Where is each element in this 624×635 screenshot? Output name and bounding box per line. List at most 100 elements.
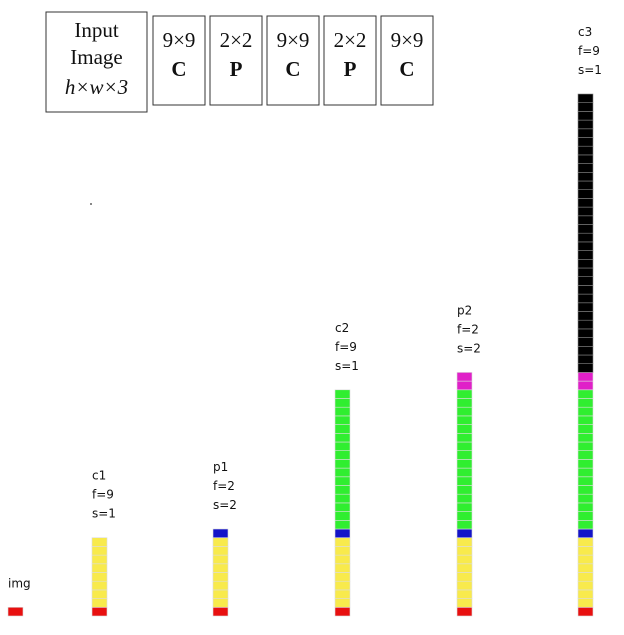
cell — [91, 563, 108, 573]
cell — [577, 328, 594, 338]
cell — [577, 250, 594, 260]
cell — [456, 598, 473, 608]
layer-box — [45, 11, 148, 113]
cell — [212, 546, 229, 556]
layer-box — [323, 15, 377, 106]
cell — [334, 432, 351, 443]
cell — [577, 354, 594, 364]
cell — [334, 598, 351, 608]
cell — [456, 502, 473, 512]
cell — [334, 467, 351, 478]
box-label: h×w×3 — [65, 75, 128, 99]
cell — [456, 476, 473, 486]
cell — [456, 459, 473, 469]
cell — [334, 511, 351, 521]
cell — [577, 372, 594, 382]
cell — [577, 293, 594, 304]
cell — [456, 511, 473, 521]
cell — [577, 467, 594, 478]
cell — [91, 598, 108, 608]
cell — [456, 450, 473, 460]
cell — [577, 598, 594, 608]
cell — [212, 528, 229, 538]
cell — [212, 563, 229, 573]
column-label: f=9 — [578, 44, 600, 58]
cell — [334, 528, 351, 538]
cell — [334, 424, 351, 434]
cell — [212, 589, 229, 599]
cell — [577, 528, 594, 538]
layer-box — [209, 15, 263, 106]
column-label: f=9 — [92, 488, 114, 502]
column-label: s=1 — [335, 359, 359, 373]
cell — [334, 450, 351, 460]
cell — [91, 572, 108, 582]
cell — [334, 459, 351, 469]
cell — [577, 180, 594, 190]
cell — [577, 224, 594, 234]
cell — [577, 215, 594, 225]
column-label: c1 — [92, 469, 106, 483]
cell — [456, 606, 473, 617]
cell — [577, 337, 594, 347]
cell — [334, 389, 351, 399]
cell — [577, 519, 594, 530]
box-label: C — [285, 57, 300, 81]
column-label: f=2 — [213, 479, 235, 493]
cell — [212, 606, 229, 617]
layer-box — [380, 15, 434, 106]
cell — [456, 415, 473, 425]
box-label: P — [344, 57, 357, 81]
cell — [212, 572, 229, 582]
cell — [7, 606, 24, 617]
cell — [577, 311, 594, 321]
box-label: Input — [74, 18, 118, 42]
cell — [577, 93, 594, 103]
cell — [577, 502, 594, 512]
box-label: 2×2 — [334, 28, 367, 52]
cell — [334, 589, 351, 599]
box-label: 9×9 — [277, 28, 310, 52]
cell — [577, 415, 594, 425]
cell — [577, 450, 594, 460]
cell — [91, 554, 108, 565]
cell — [577, 267, 594, 277]
layer-box — [152, 15, 206, 106]
column-label: p1 — [213, 460, 228, 474]
cell — [577, 206, 594, 217]
cell — [577, 493, 594, 504]
cell — [456, 485, 473, 495]
cell — [577, 572, 594, 582]
cell — [577, 563, 594, 573]
cell — [212, 580, 229, 591]
cell — [212, 598, 229, 608]
layer-box — [266, 15, 320, 106]
cell — [334, 537, 351, 547]
cell — [456, 554, 473, 565]
cell — [334, 398, 351, 408]
cell — [577, 485, 594, 495]
cell — [456, 389, 473, 399]
cell — [577, 119, 594, 130]
column-label: s=1 — [92, 507, 116, 521]
cell — [456, 537, 473, 547]
cell — [334, 441, 351, 451]
cell — [334, 546, 351, 556]
cell — [91, 606, 108, 617]
cell — [456, 432, 473, 443]
cell — [577, 258, 594, 269]
cell — [577, 363, 594, 373]
cell — [577, 511, 594, 521]
cell — [456, 372, 473, 382]
cell — [212, 554, 229, 565]
cell — [577, 276, 594, 286]
cell — [456, 398, 473, 408]
cell — [577, 389, 594, 399]
cell — [456, 424, 473, 434]
cell — [456, 563, 473, 573]
cell — [577, 589, 594, 599]
box-label: 9×9 — [163, 28, 196, 52]
cell — [334, 485, 351, 495]
cell — [577, 546, 594, 556]
box-label: Image — [70, 45, 122, 69]
